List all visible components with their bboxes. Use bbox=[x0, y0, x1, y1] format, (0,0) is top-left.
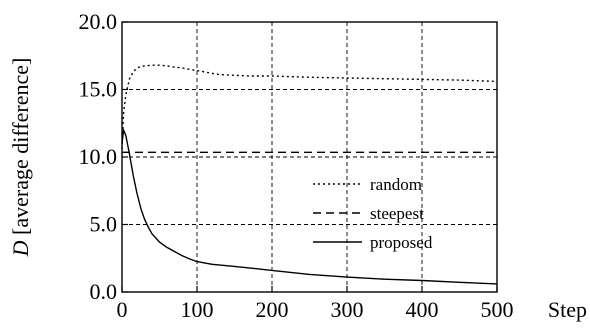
y-tick-label: 5.0 bbox=[90, 212, 118, 237]
x-tick-label: 400 bbox=[406, 297, 439, 322]
y-axis-label-text: [average difference] bbox=[8, 58, 33, 235]
y-tick-label: 15.0 bbox=[79, 77, 118, 102]
legend-label-steepest: steepest bbox=[370, 204, 424, 223]
x-tick-label: 100 bbox=[181, 297, 214, 322]
y-tick-labels: 0.0 5.0 10.0 15.0 20.0 bbox=[79, 9, 118, 304]
y-tick-label: 10.0 bbox=[79, 144, 118, 169]
x-tick-label: 0 bbox=[117, 297, 128, 322]
x-tick-label: 300 bbox=[331, 297, 364, 322]
x-tick-label: 500 bbox=[481, 297, 514, 322]
y-tick-label: 20.0 bbox=[79, 9, 118, 34]
series-line-random bbox=[121, 64, 498, 149]
x-tick-labels: 0 100 200 300 400 500 bbox=[117, 297, 514, 322]
x-tick-label: 200 bbox=[256, 297, 289, 322]
grid-lines bbox=[122, 22, 497, 292]
x-axis-label: Step bbox=[548, 297, 587, 322]
series-lines bbox=[121, 64, 498, 285]
series-line-proposed bbox=[121, 127, 498, 285]
y-tick-label: 0.0 bbox=[90, 279, 118, 304]
legend-label-proposed: proposed bbox=[370, 233, 433, 252]
legend: random steepest proposed bbox=[313, 175, 433, 252]
y-axis-label: D [average difference] bbox=[8, 58, 33, 258]
y-axis-label-symbol: D bbox=[8, 240, 33, 257]
legend-label-random: random bbox=[370, 175, 422, 194]
axis-tick-marks bbox=[121, 21, 498, 293]
